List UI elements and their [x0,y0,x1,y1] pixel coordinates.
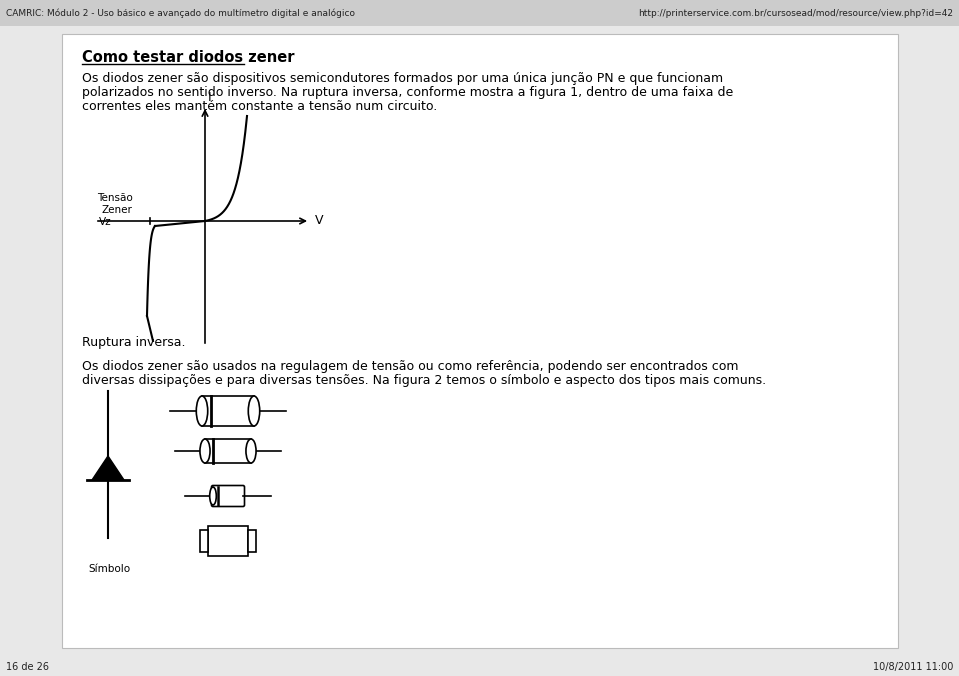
Ellipse shape [246,439,256,463]
Ellipse shape [210,487,217,505]
Text: polarizados no sentido inverso. Na ruptura inversa, conforme mostra a figura 1, : polarizados no sentido inverso. Na ruptu… [82,86,734,99]
FancyBboxPatch shape [205,439,251,463]
Polygon shape [92,456,124,480]
Text: diversas dissipações e para diversas tensões. Na figura 2 temos o símbolo e aspe: diversas dissipações e para diversas ten… [82,374,766,387]
FancyBboxPatch shape [0,0,959,26]
FancyBboxPatch shape [212,485,245,506]
Text: CAMRIC: Módulo 2 - Uso básico e avançado do multímetro digital e analógico: CAMRIC: Módulo 2 - Uso básico e avançado… [6,8,355,18]
FancyBboxPatch shape [208,526,248,556]
Text: I: I [208,91,212,104]
Ellipse shape [199,439,210,463]
Text: 10/8/2011 11:00: 10/8/2011 11:00 [873,662,953,672]
Ellipse shape [197,396,208,426]
Text: Ruptura inversa.: Ruptura inversa. [82,336,185,349]
Text: Os diodos zener são usados na regulagem de tensão ou como referência, podendo se: Os diodos zener são usados na regulagem … [82,360,738,373]
FancyBboxPatch shape [200,530,208,552]
Ellipse shape [248,396,260,426]
FancyBboxPatch shape [248,530,256,552]
Text: Símbolo: Símbolo [88,564,130,574]
Text: 16 de 26: 16 de 26 [6,662,49,672]
Text: Como testar diodos zener: Como testar diodos zener [82,50,294,65]
Text: http://printerservice.com.br/cursosead/mod/resource/view.php?id=42: http://printerservice.com.br/cursosead/m… [638,9,953,18]
Text: Os diodos zener são dispositivos semicondutores formados por uma única junção PN: Os diodos zener são dispositivos semicon… [82,72,723,85]
FancyBboxPatch shape [62,34,898,648]
Text: Tensão: Tensão [97,193,132,203]
Text: Zener: Zener [101,205,132,215]
Text: V: V [315,214,323,228]
Text: Vz: Vz [99,217,111,227]
FancyBboxPatch shape [202,396,254,426]
Text: correntes eles mantém constante a tensão num circuito.: correntes eles mantém constante a tensão… [82,100,437,113]
